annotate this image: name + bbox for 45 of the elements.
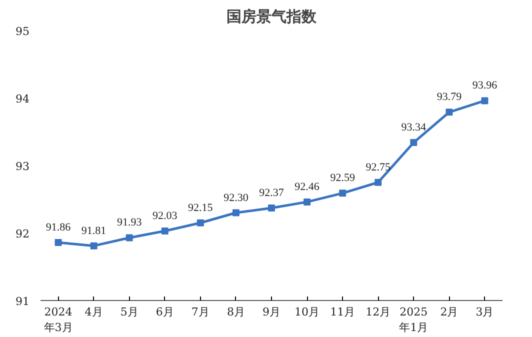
y-tick-label: 93 [16, 160, 30, 173]
data-label: 91.93 [116, 216, 142, 229]
point [54, 238, 62, 246]
point [126, 234, 133, 242]
data-label: 93.96 [472, 80, 498, 92]
y-tick-label: 94 [16, 92, 30, 106]
data-label: 92.37 [259, 187, 284, 200]
x-tick-label: 2月 [440, 306, 458, 318]
data-label: 92.30 [224, 192, 249, 204]
x-tick-label: 12月 [366, 306, 391, 318]
y-tick-label: 95 [16, 25, 30, 38]
x-tick-label: 2025 年1月 [399, 306, 428, 334]
x-tick-label: 6月 [156, 306, 174, 318]
x-tick-label: 7月 [191, 306, 210, 318]
x-tick-label: 4月 [84, 306, 103, 318]
point [481, 97, 488, 104]
data-label: 91.81 [81, 224, 106, 237]
x-tick-label: 3月 [476, 306, 494, 318]
data-label: 93.79 [436, 91, 462, 104]
x-tick-label: 5月 [120, 306, 138, 318]
data-label: 92.59 [330, 172, 356, 184]
x-tick-label: 2024 年3月 [44, 306, 73, 334]
y-tick-label: 91 [16, 295, 30, 308]
point [268, 204, 275, 212]
data-label: 92.03 [152, 210, 178, 222]
data-label: 91.86 [46, 221, 72, 234]
point [410, 139, 418, 146]
chart-title: 国房景气指数 [226, 8, 318, 26]
point [339, 190, 346, 197]
data-label: 93.34 [401, 122, 427, 134]
x-tick-label: 8月 [226, 306, 245, 318]
x-tick-label: 10月 [294, 306, 320, 318]
point [232, 209, 240, 216]
point [446, 108, 453, 116]
data-label: 92.46 [294, 180, 320, 193]
y-tick-label: 92 [16, 228, 30, 240]
x-tick-label: 11月 [330, 306, 356, 318]
x-tick-label: 9月 [262, 306, 280, 318]
point [196, 219, 204, 226]
point [161, 227, 168, 234]
data-label: 92.75 [366, 161, 391, 174]
data-label: 92.15 [188, 202, 214, 214]
point [374, 178, 382, 186]
point [304, 198, 311, 206]
point [90, 242, 98, 250]
